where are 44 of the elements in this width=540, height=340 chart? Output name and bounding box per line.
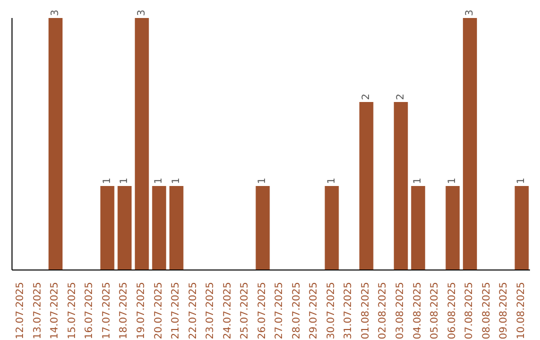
x-tick-label: 20.07.2025	[153, 282, 164, 340]
x-tick-label: 24.07.2025	[222, 282, 234, 340]
x-tick-label: 02.08.2025	[378, 282, 389, 340]
x-tick-label: 06.08.2025	[446, 282, 458, 340]
data-label: 3	[464, 10, 476, 16]
x-tick-label: 15.07.2025	[66, 282, 78, 340]
data-label: 1	[154, 178, 165, 184]
x-tick-label: 14.07.2025	[50, 282, 61, 340]
data-label: 1	[170, 178, 182, 184]
x-tick-label: 17.07.2025	[101, 282, 112, 340]
x-tick-label: 21.07.2025	[170, 282, 182, 340]
x-tick-label: 03.08.2025	[395, 282, 406, 340]
data-label: 1	[102, 178, 113, 184]
x-tick-label: 27.07.2025	[274, 282, 286, 340]
x-tick-label: 01.08.2025	[360, 282, 372, 340]
x-tick-label: 29.07.2025	[308, 282, 320, 340]
data-label: 1	[257, 178, 268, 184]
x-tick-label: 18.07.2025	[118, 282, 130, 340]
data-label: 1	[516, 178, 528, 184]
x-tick-label: 05.08.2025	[430, 282, 441, 340]
x-tick-label: 07.08.2025	[464, 282, 476, 340]
data-label: 1	[326, 178, 338, 184]
data-label: 3	[136, 10, 148, 16]
x-tick-label: 16.07.2025	[84, 282, 96, 340]
x-tick-label: 10.08.2025	[516, 282, 527, 340]
x-tick-label: 26.07.2025	[256, 282, 268, 340]
data-label: 2	[360, 94, 372, 100]
data-label: 1	[119, 178, 130, 184]
x-tick-label: 28.07.2025	[291, 282, 302, 340]
data-label: 1	[412, 178, 424, 184]
x-tick-label: 04.08.2025	[412, 282, 424, 340]
x-tick-label: 12.07.2025	[15, 282, 26, 340]
x-tick-label: 25.07.2025	[240, 282, 251, 340]
data-label: 1	[447, 178, 458, 184]
data-label: 2	[395, 94, 406, 100]
x-tick-label: 31.07.2025	[343, 282, 354, 340]
x-tick-label: 30.07.2025	[326, 282, 337, 340]
x-tick-label: 22.07.2025	[188, 282, 199, 340]
x-tick-label: 13.07.2025	[32, 282, 44, 340]
data-label: 3	[50, 10, 62, 16]
x-tick-label: 09.08.2025	[498, 282, 510, 340]
x-tick-label: 23.07.2025	[205, 282, 216, 340]
x-tick-label: 08.08.2025	[481, 282, 492, 340]
x-tick-label: 19.07.2025	[136, 282, 147, 340]
